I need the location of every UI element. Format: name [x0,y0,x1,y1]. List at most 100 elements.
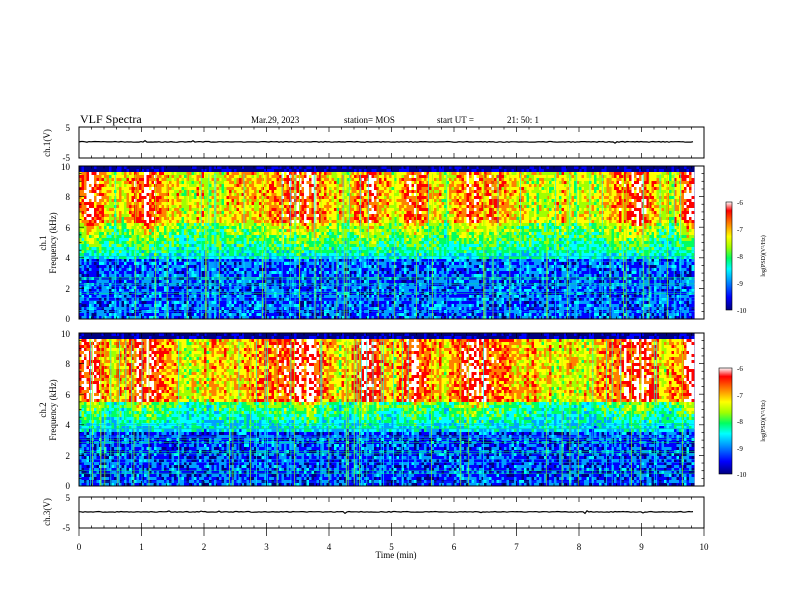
ch1-spectrogram-cell [92,244,95,247]
ch1-spectrogram-cell [147,280,150,283]
ch1-spectrogram-cell [164,289,167,292]
ch1-spectrogram-cell [179,274,182,277]
ch1-spectrogram-cell [232,196,235,199]
ch1-spectrogram-cell [287,268,290,271]
ch1-spectrogram-cell [227,304,230,307]
ch1-spectrogram-cell [84,199,87,202]
ch1-spectrogram-cell [109,292,112,295]
ch1-spectrogram-cell [277,262,280,265]
ch1-spectrogram-cell [229,238,232,241]
ch1-spectrogram-cell [124,181,127,184]
ch1-spectrogram-cell [137,202,140,205]
ch1-spectrogram-cell [102,235,105,238]
ch1-spectrogram-cell [177,250,180,253]
ch1-spectrogram-cell [279,250,282,253]
ch1-spectrogram-cell [307,181,310,184]
ch1-spectrogram-cell [217,232,220,235]
ch1-spectrogram-cell [237,241,240,244]
ch1-spectrogram-cell [232,304,235,307]
ch1-spectrogram-cell [269,232,272,235]
ch1-spectrogram-cell [179,199,182,202]
ch1-spectrogram-cell [179,172,182,175]
ch1-spectrogram-cell [162,265,165,268]
ch1-spectrogram-cell [317,211,320,214]
ch1-spectrogram-cell [212,169,215,172]
ch1-spectrogram-cell [112,208,115,211]
ch1-spectrogram-cell [227,250,230,253]
ch1-spectrogram-cell [107,217,110,220]
ch1-spectrogram-cell [102,241,105,244]
ch1-spectrogram-cell [109,223,112,226]
ch1-spectrogram-cell [267,247,270,250]
ch1-spectrogram-cell [164,178,167,181]
ch1-spectrogram-cell [304,274,307,277]
ch1-spectrogram-cell [224,214,227,217]
ch1-spectrogram-cell [84,247,87,250]
ch1-spectrogram-cell [224,217,227,220]
ch1-spectrogram-cell [212,307,215,310]
ch1-spectrogram-cell [239,298,242,301]
ch1-spectrogram-cell [279,169,282,172]
ch1-spectrogram-cell [162,223,165,226]
ch1-spectrogram-cell [112,172,115,175]
ch1-spectrogram-cell [279,268,282,271]
ch1-spectrogram-cell [147,271,150,274]
ch1-spectrogram-cell [307,262,310,265]
ch1-spectrogram-cell [122,247,125,250]
ch1-spectrogram-cell [287,169,290,172]
ch1-spectrogram-cell [232,184,235,187]
ch1-spectrogram-cell [237,280,240,283]
ch1-spectrogram-cell [184,307,187,310]
ch1-spectrogram-cell [272,214,275,217]
ch1-spectrogram-cell [142,268,145,271]
ch1-spectrogram-cell [174,238,177,241]
ch1-spectrogram-cell [92,187,95,190]
ch1-spectrogram-cell [137,217,140,220]
ch1-spectrogram-cell [184,169,187,172]
ch1-spectrogram-cell [224,289,227,292]
ch1-spectrogram-cell [202,196,205,199]
ch1-spectrogram-cell [157,298,160,301]
ch1-spectrogram-cell [279,211,282,214]
ch1-spectrogram-cell [209,295,212,298]
ch1-spectrogram-cell [287,244,290,247]
ch1-spectrogram-cell [192,193,195,196]
ch1-spectrogram-cell [174,172,177,175]
ch1-spectrogram-cell [164,259,167,262]
ch1-spectrogram-cell [194,184,197,187]
ch1-spectrogram-cell [152,169,155,172]
ch1-spectrogram-cell [317,301,320,304]
ch1-spectrogram-cell [149,196,152,199]
ch1-spectrogram-cell [157,265,160,268]
ch1-spectrogram-cell [122,244,125,247]
ch1-spectrogram-cell [274,241,277,244]
ch1-spectrogram-cell [97,235,100,238]
ch1-spectrogram-cell [117,181,120,184]
ch1-spectrogram-cell [227,241,230,244]
ch1-spectrogram-cell [139,187,142,190]
ch1-spectrogram-cell [172,220,175,223]
ch1-spectrogram-cell [164,217,167,220]
ch1-spectrogram-cell [109,196,112,199]
ch1-spectrogram-cell [92,250,95,253]
ch1-spectrogram-cell [309,208,312,211]
ch1-spectrogram-cell [124,175,127,178]
ch1-spectrogram-cell [99,181,102,184]
ch1-spectrogram-cell [209,247,212,250]
ch1-spectrogram-cell [244,223,247,226]
ch1-spectrogram-cell [284,175,287,178]
ch1-spectrogram-cell [119,301,122,304]
ch1-spectrogram-cell [172,181,175,184]
ch1-spectrogram-cell [239,232,242,235]
ch1-spectrogram-cell [124,226,127,229]
ch1-spectrogram-cell [222,244,225,247]
ch1-spectrogram-cell [179,304,182,307]
ch1-spectrogram-cell [107,241,110,244]
ch1-spectrogram-cell [254,304,257,307]
ch1-spectrogram-cell [194,298,197,301]
ch1-spectrogram-cell [279,280,282,283]
ch1-spectrogram-cell [97,214,100,217]
ch1-spectrogram-cell [119,214,122,217]
ch1-spectrogram-cell [292,253,295,256]
ch1-spectrogram-cell [309,229,312,232]
